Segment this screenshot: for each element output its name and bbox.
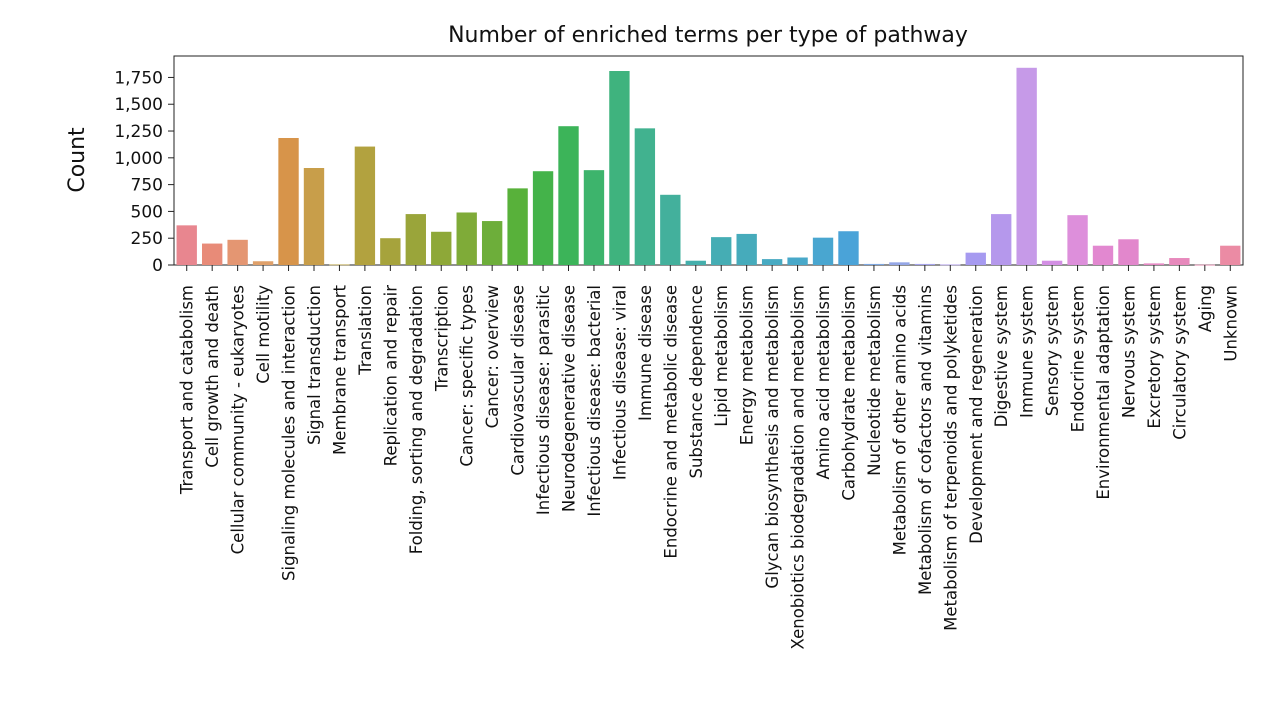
bar: [431, 231, 452, 265]
y-tick-label: 0: [152, 256, 163, 276]
x-tick-label: Cancer: overview: [483, 285, 502, 428]
bar: [634, 128, 656, 265]
bar: [405, 214, 426, 265]
x-tick-label: Aging: [1196, 285, 1215, 332]
x-tick-label: Substance dependence: [687, 285, 706, 479]
x-tick-label: Immune disease: [636, 285, 655, 421]
y-tick-label: 750: [131, 176, 163, 196]
x-tick-label: Infectious disease: parasitic: [534, 285, 553, 515]
bar: [863, 263, 885, 265]
bar: [965, 252, 986, 265]
bar: [838, 231, 859, 265]
y-axis-label: Count: [65, 127, 90, 193]
bar: [736, 233, 757, 265]
bar: [481, 221, 503, 265]
x-tick-label: Digestive system: [992, 285, 1011, 427]
bar: [1041, 260, 1063, 265]
x-tick-label: Signaling molecules and interaction: [280, 285, 299, 581]
bar: [812, 237, 834, 265]
x-tick-label: Endocrine system: [1069, 285, 1088, 432]
bar: [787, 257, 808, 265]
x-tick-label: Amino acid metabolism: [814, 285, 833, 479]
x-tick-label: Endocrine and metabolic disease: [661, 285, 680, 559]
y-tick-label: 1,500: [114, 95, 163, 115]
x-tick-label: Energy metabolism: [738, 285, 757, 445]
x-tick-label: Membrane transport: [330, 284, 349, 454]
bar: [940, 264, 961, 266]
bar: [609, 71, 630, 265]
x-tick-label: Metabolism of other amino acids: [890, 285, 909, 555]
x-tick-label: Cell motility: [254, 285, 273, 384]
bar: [1220, 245, 1241, 265]
y-tick-label: 250: [131, 229, 163, 249]
bar: [176, 225, 197, 265]
bar: [1143, 263, 1165, 265]
x-tick-label: Transcription: [432, 285, 451, 392]
x-tick-label: Metabolism of cofactors and vitamins: [916, 285, 935, 595]
x-tick-label: Xenobiotics biodegradation and metabolis…: [789, 285, 808, 649]
bar: [685, 260, 706, 265]
x-tick-label: Glycan biosynthesis and metabolism: [763, 285, 782, 589]
bar: [252, 261, 274, 265]
y-tick-label: 1,250: [114, 122, 163, 142]
x-tick-label: Excretory system: [1145, 285, 1164, 429]
bar: [227, 239, 248, 265]
x-tick-label: Lipid metabolism: [712, 285, 731, 427]
x-tick-label: Nervous system: [1119, 285, 1138, 418]
x-tick-label: Cell growth and death: [203, 285, 222, 468]
x-tick-label: Replication and repair: [381, 285, 400, 467]
bar: [1067, 215, 1088, 265]
bar: [914, 263, 936, 265]
bar: [711, 237, 732, 265]
x-tick-label: Circulatory system: [1170, 285, 1189, 440]
bar: [380, 238, 401, 265]
x-tick-label: Transport and catabolism: [178, 285, 197, 495]
y-tick-label: 500: [131, 202, 163, 222]
x-tick-label: Translation: [356, 285, 375, 376]
bar: [660, 194, 681, 265]
bar: [558, 126, 579, 265]
x-tick-label: Sensory system: [1043, 285, 1062, 416]
x-tick-label: Metabolism of terpenoids and polyketides: [941, 285, 960, 631]
x-tick-label: Cancer: specific types: [458, 285, 477, 467]
x-tick-label: Carbohydrate metabolism: [839, 285, 858, 501]
bar: [889, 262, 910, 265]
chart-title: Number of enriched terms per type of pat…: [448, 23, 968, 48]
bar: [456, 212, 477, 265]
plot-area: 0 250 500 750 1,000 1,250 1,500 1,750 Transport …: [114, 55, 1244, 649]
bar: [329, 264, 350, 266]
x-tick-label: Cellular community - eukaryotes: [229, 285, 248, 554]
x-tick-label: Cardiovascular disease: [509, 285, 528, 476]
bar: [1169, 258, 1190, 265]
x-tick-label: Environmental adaptation: [1094, 285, 1113, 500]
bar: [507, 188, 528, 265]
bar: [991, 214, 1012, 265]
x-tick-label: Immune system: [1018, 285, 1037, 418]
bar: [201, 243, 223, 265]
x-tick-label: Signal transduction: [305, 285, 324, 445]
bar: [1118, 239, 1139, 265]
x-tick-label: Unknown: [1221, 285, 1240, 362]
bar: [303, 168, 325, 265]
bar: [1092, 245, 1114, 265]
x-tick-label: Development and regeneration: [967, 285, 986, 544]
y-tick-label: 1,750: [114, 68, 163, 88]
bar: [761, 259, 783, 265]
bar: [278, 137, 299, 265]
x-tick-label: Folding, sorting and degradation: [407, 285, 426, 554]
x-tick-label: Infectious disease: bacterial: [585, 285, 604, 517]
x-tick-label: Infectious disease: viral: [610, 285, 629, 480]
bar: [583, 170, 605, 265]
plot-frame: [173, 55, 1244, 266]
x-tick-label: Nucleotide metabolism: [865, 285, 884, 476]
bar: [532, 171, 554, 265]
bar: [1016, 67, 1037, 266]
y-tick-label: 1,000: [114, 149, 163, 169]
bar: [354, 146, 376, 265]
x-tick-label: Neurodegenerative disease: [560, 285, 579, 512]
